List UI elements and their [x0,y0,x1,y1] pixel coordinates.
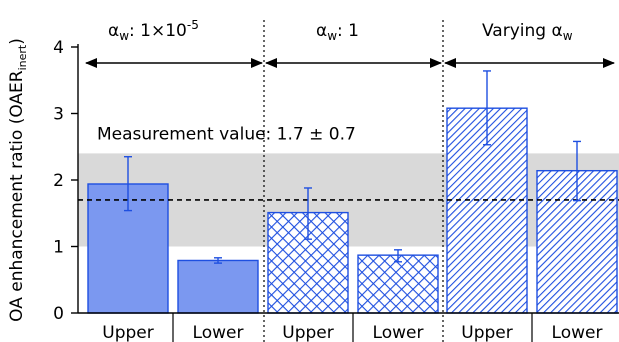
bars-layer [87,107,618,314]
bar-lower-3 [357,254,439,314]
error-bars-layer [124,70,581,264]
y-tick-label: 1 [53,238,64,258]
error-bar [124,156,132,212]
bar-lower-1 [177,259,259,314]
x-tick-label: Upper [102,323,153,342]
error-bar [304,187,312,240]
y-ticks: 0 1 2 3 4 [53,38,78,324]
group-label: αw: 1 [316,21,359,43]
group-label: αw: 1×10-5 [108,18,199,43]
y-tick-label: 0 [53,304,64,324]
x-tick-labels: Upper Lower Upper Lower Upper Lower [102,313,602,342]
error-bar [394,249,402,263]
x-tick-label: Lower [552,323,603,342]
x-tick-label: Lower [373,323,424,342]
y-tick-label: 4 [53,38,64,58]
error-bar [483,70,491,146]
group-label: Varying αw [482,21,573,43]
y-axis-label: OA enhancement ratio (OAERinert) [7,38,29,322]
measurement-label: Measurement value: 1.7 ± 0.7 [97,124,356,144]
error-bar [573,140,581,202]
x-tick-label: Lower [193,323,244,342]
error-bar [214,257,222,264]
x-tick-label: Upper [282,323,333,342]
y-tick-label: 3 [53,105,64,125]
y-tick-label: 2 [53,171,64,191]
x-tick-label: Upper [461,323,512,342]
